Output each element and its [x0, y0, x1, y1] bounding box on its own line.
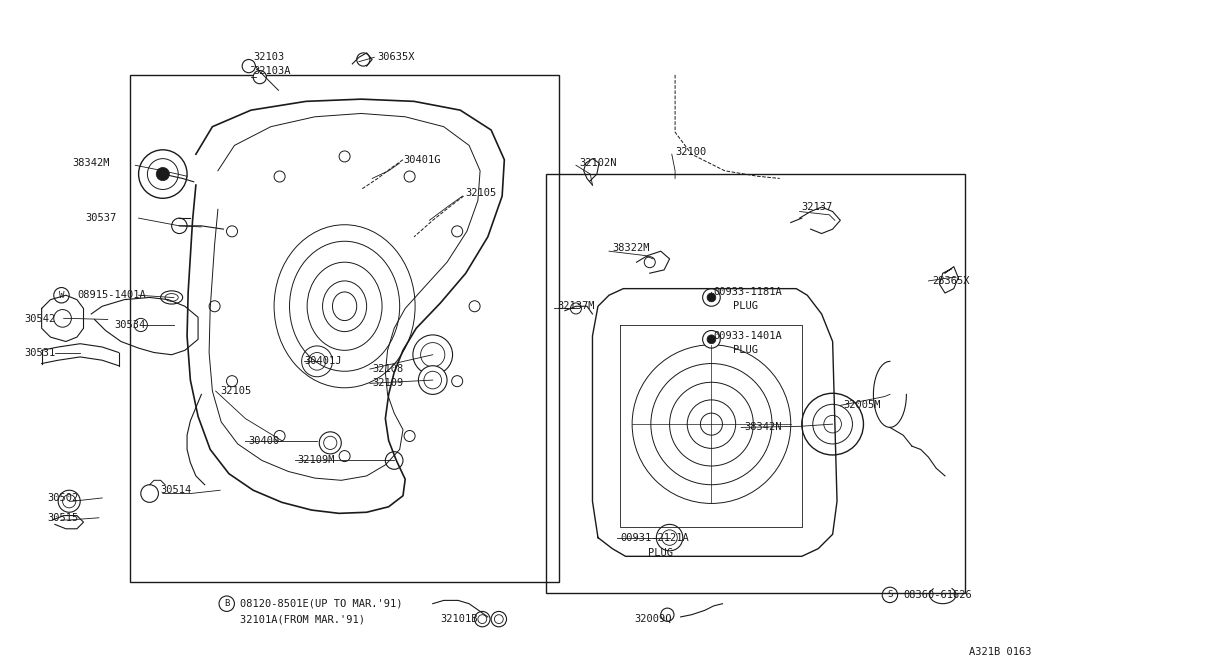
Text: 28365X: 28365X [932, 276, 970, 286]
Text: 32103A: 32103A [253, 65, 291, 75]
Text: 32105: 32105 [220, 386, 252, 396]
Text: 32109M: 32109M [297, 456, 334, 466]
Circle shape [274, 431, 285, 442]
Circle shape [801, 393, 864, 455]
Circle shape [418, 366, 447, 394]
Text: 32100: 32100 [675, 147, 707, 157]
Circle shape [452, 376, 462, 386]
Text: PLUG: PLUG [734, 301, 758, 311]
Text: 08360-61626: 08360-61626 [903, 590, 972, 600]
Text: A321B 0163: A321B 0163 [970, 647, 1031, 657]
Circle shape [492, 612, 506, 627]
Circle shape [209, 301, 220, 312]
Circle shape [656, 524, 683, 551]
Text: PLUG: PLUG [734, 345, 758, 355]
Text: 08915-1401A: 08915-1401A [77, 290, 146, 300]
Circle shape [404, 431, 415, 442]
Circle shape [139, 150, 187, 198]
Text: 32009Q: 32009Q [634, 614, 672, 624]
Text: W: W [59, 291, 64, 300]
Circle shape [404, 171, 415, 182]
Circle shape [823, 415, 842, 433]
Bar [130, 75, 559, 582]
Text: 32108: 32108 [372, 364, 403, 374]
Text: S: S [887, 591, 892, 599]
Text: 30534: 30534 [114, 320, 145, 330]
Text: 30531: 30531 [25, 347, 55, 358]
Circle shape [156, 167, 170, 181]
Text: 38322M: 38322M [612, 243, 650, 253]
Circle shape [469, 301, 481, 312]
Circle shape [58, 491, 80, 512]
Text: 32137M: 32137M [557, 301, 595, 311]
Text: 30514: 30514 [161, 485, 192, 495]
Text: 30401J: 30401J [304, 356, 342, 366]
Text: 30401G: 30401G [403, 155, 440, 165]
Text: 32005M: 32005M [843, 401, 881, 411]
Circle shape [703, 331, 720, 348]
Circle shape [474, 612, 490, 627]
Text: 30635X: 30635X [377, 52, 415, 62]
Text: 30537: 30537 [86, 213, 117, 223]
Text: 30400: 30400 [248, 435, 280, 446]
Text: 32137: 32137 [801, 202, 833, 212]
Text: 32101A(FROM MAR.'91): 32101A(FROM MAR.'91) [240, 614, 365, 624]
Circle shape [242, 60, 256, 73]
Circle shape [320, 432, 342, 454]
Text: B: B [224, 599, 230, 608]
Circle shape [703, 289, 720, 306]
Circle shape [707, 293, 715, 302]
Circle shape [141, 485, 159, 503]
Circle shape [413, 335, 452, 374]
Text: 32102N: 32102N [579, 158, 617, 168]
Circle shape [661, 608, 673, 622]
Circle shape [452, 226, 462, 237]
Text: 32105: 32105 [466, 187, 497, 198]
Text: 30515: 30515 [47, 513, 79, 523]
Text: 38342N: 38342N [745, 423, 782, 433]
Circle shape [339, 151, 350, 162]
Text: 30502: 30502 [47, 493, 79, 503]
Circle shape [339, 450, 350, 462]
Text: 32103: 32103 [253, 52, 284, 62]
Circle shape [570, 303, 581, 314]
Circle shape [134, 319, 147, 331]
Circle shape [226, 226, 237, 237]
Circle shape [172, 218, 187, 234]
Circle shape [253, 71, 267, 84]
Text: PLUG: PLUG [648, 548, 672, 558]
Bar [546, 174, 965, 593]
Ellipse shape [165, 294, 178, 301]
Text: 00933-1181A: 00933-1181A [714, 287, 783, 297]
Text: 32101B: 32101B [440, 614, 478, 624]
Circle shape [707, 335, 715, 343]
Text: 08120-8501E(UP TO MAR.'91): 08120-8501E(UP TO MAR.'91) [240, 599, 402, 609]
Text: 38342M: 38342M [73, 158, 109, 168]
Circle shape [386, 452, 403, 469]
Circle shape [226, 376, 237, 386]
Circle shape [274, 171, 285, 182]
Text: 32109: 32109 [372, 378, 403, 388]
Text: 00933-1401A: 00933-1401A [714, 331, 783, 341]
Text: 30542: 30542 [25, 314, 55, 325]
Text: 00931-2121A: 00931-2121A [619, 533, 688, 542]
